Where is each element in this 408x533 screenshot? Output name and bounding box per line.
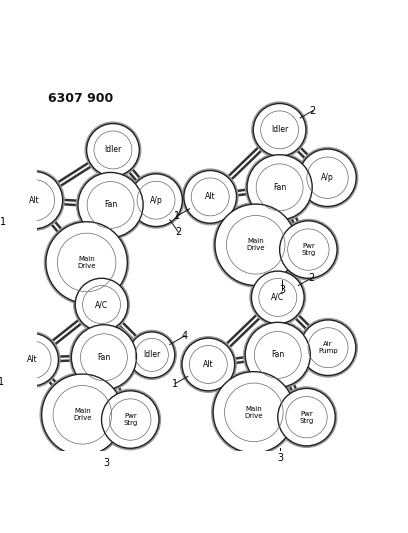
Circle shape (4, 332, 60, 387)
Text: Alt: Alt (203, 360, 214, 369)
Text: Idler: Idler (104, 146, 122, 155)
Circle shape (212, 370, 296, 455)
Text: 3: 3 (277, 453, 283, 463)
Circle shape (74, 277, 129, 333)
Text: Idler: Idler (143, 350, 160, 359)
Text: Main
Drive: Main Drive (246, 238, 265, 251)
Text: 2: 2 (175, 227, 181, 237)
Text: Air
Pump: Air Pump (318, 341, 338, 354)
Circle shape (71, 325, 137, 390)
Circle shape (213, 372, 295, 453)
Circle shape (252, 102, 308, 158)
Text: Alt: Alt (27, 355, 38, 364)
Circle shape (128, 172, 184, 228)
Text: 3: 3 (279, 285, 285, 295)
Text: A/C: A/C (271, 293, 284, 302)
Circle shape (127, 330, 176, 379)
Circle shape (247, 155, 312, 220)
Text: Fan: Fan (104, 200, 117, 209)
Text: Main
Drive: Main Drive (244, 406, 263, 419)
Circle shape (253, 103, 306, 156)
Circle shape (184, 171, 237, 223)
Circle shape (246, 154, 314, 221)
Circle shape (6, 333, 58, 386)
Text: 1: 1 (0, 377, 4, 386)
Text: 1: 1 (174, 211, 180, 221)
Text: 4: 4 (182, 331, 188, 341)
Text: Idler: Idler (271, 125, 288, 134)
Circle shape (215, 204, 296, 286)
Circle shape (299, 319, 357, 377)
Text: Main
Drive: Main Drive (73, 408, 92, 421)
Text: Alt: Alt (29, 196, 39, 205)
Circle shape (44, 220, 129, 305)
Circle shape (182, 169, 238, 225)
Circle shape (250, 270, 306, 325)
Text: Pwr
Strg: Pwr Strg (299, 410, 314, 424)
Text: Fan: Fan (97, 353, 111, 362)
Text: Fan: Fan (271, 350, 284, 359)
Circle shape (251, 271, 304, 324)
Circle shape (276, 387, 337, 447)
Circle shape (42, 374, 123, 456)
Text: 1: 1 (172, 378, 178, 389)
Text: 2: 2 (310, 106, 316, 116)
Text: A/C: A/C (95, 300, 108, 309)
Circle shape (4, 170, 64, 230)
Circle shape (129, 332, 175, 378)
Text: 6307 900: 6307 900 (48, 92, 113, 104)
Circle shape (78, 173, 143, 238)
Circle shape (70, 323, 138, 391)
Circle shape (299, 149, 356, 206)
Circle shape (130, 174, 182, 227)
Circle shape (278, 220, 339, 280)
Text: 3: 3 (103, 458, 109, 467)
Text: Pwr
Strg: Pwr Strg (301, 243, 315, 256)
Circle shape (100, 389, 160, 450)
Text: Alt: Alt (205, 192, 215, 201)
Circle shape (244, 321, 312, 389)
Circle shape (5, 172, 63, 229)
Circle shape (46, 222, 127, 303)
Circle shape (180, 337, 236, 392)
Circle shape (102, 391, 159, 448)
Circle shape (300, 320, 356, 375)
Text: Main
Drive: Main Drive (78, 256, 96, 269)
Circle shape (86, 124, 139, 176)
Circle shape (85, 122, 141, 177)
Text: 1: 1 (0, 217, 6, 227)
Text: 2: 2 (308, 273, 314, 283)
Circle shape (213, 203, 298, 287)
Circle shape (182, 338, 235, 391)
Circle shape (297, 148, 358, 208)
Circle shape (279, 221, 337, 278)
Text: Pwr
Strg: Pwr Strg (123, 413, 137, 426)
Text: A/p: A/p (150, 196, 162, 205)
Circle shape (278, 389, 335, 446)
Circle shape (77, 171, 144, 239)
Text: Fan: Fan (273, 183, 286, 192)
Circle shape (75, 278, 128, 331)
Text: A/p: A/p (321, 173, 334, 182)
Circle shape (40, 373, 124, 457)
Circle shape (245, 322, 310, 387)
